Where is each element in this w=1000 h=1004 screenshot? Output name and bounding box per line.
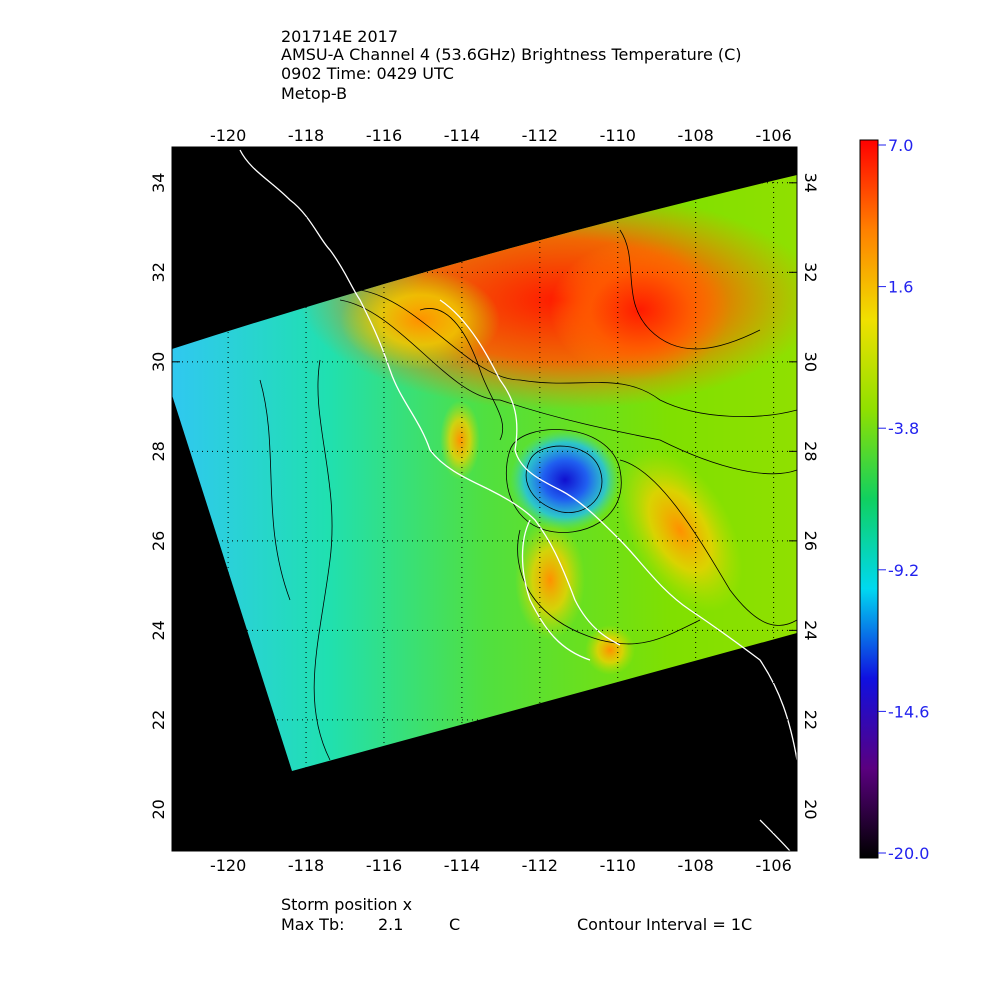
- header-line: 0902 Time: 0429 UTC: [281, 64, 454, 83]
- contour-interval: Contour Interval = 1C: [577, 915, 752, 934]
- lon-label: -108: [678, 126, 714, 145]
- lon-label: -114: [444, 856, 480, 875]
- lat-label: 20: [801, 799, 820, 819]
- lat-label: 24: [149, 620, 168, 640]
- lat-label: 22: [801, 710, 820, 730]
- max-value: 2.1: [378, 915, 403, 934]
- lon-label: -118: [288, 856, 324, 875]
- lat-label: 28: [801, 441, 820, 461]
- lat-label: 30: [801, 352, 820, 372]
- colorbar-label: -20.0: [888, 844, 929, 863]
- lon-label: -120: [210, 126, 246, 145]
- header-line: 201714E 2017: [281, 27, 398, 46]
- lon-label: -118: [288, 126, 324, 145]
- lat-label: 34: [801, 173, 820, 193]
- map-frame: [171, 146, 798, 852]
- colorbar-label: 1.6: [888, 278, 913, 297]
- lon-label: -106: [755, 856, 791, 875]
- colorbar-label: 7.0: [888, 136, 913, 155]
- lon-label: -116: [366, 126, 402, 145]
- lat-label: 20: [149, 799, 168, 819]
- lon-label: -106: [755, 126, 791, 145]
- lon-label: -116: [366, 856, 402, 875]
- lon-label: -110: [600, 126, 636, 145]
- colorbar-label: -9.2: [888, 561, 919, 580]
- lat-label: 26: [149, 531, 168, 551]
- lat-label: 24: [801, 620, 820, 640]
- lat-label: 22: [149, 710, 168, 730]
- header-line: Metop-B: [281, 84, 347, 103]
- colorbar-label: -3.8: [888, 419, 919, 438]
- lon-label: -112: [522, 856, 558, 875]
- grid: [172, 147, 797, 851]
- lat-label: 28: [149, 441, 168, 461]
- lat-label: 32: [801, 262, 820, 282]
- lon-label: -108: [678, 856, 714, 875]
- colorbar-label: -14.6: [888, 702, 929, 721]
- contours: [259, 229, 798, 761]
- colorbar: [859, 139, 879, 859]
- lat-label: 30: [149, 352, 168, 372]
- max-label: Max Tb:: [281, 915, 344, 934]
- lat-label: 26: [801, 531, 820, 551]
- max-unit: C: [449, 915, 460, 934]
- header-line: AMSU-A Channel 4 (53.6GHz) Brightness Te…: [281, 45, 742, 64]
- lat-label: 32: [149, 262, 168, 282]
- lon-label: -112: [522, 126, 558, 145]
- storm-position: Storm position x: [281, 895, 412, 914]
- coastline: [239, 149, 798, 852]
- lat-label: 34: [149, 173, 168, 193]
- footer: Storm position x Max Tb: 2.1 C Contour I…: [281, 895, 752, 934]
- lon-label: -120: [210, 856, 246, 875]
- lon-label: -114: [444, 126, 480, 145]
- lon-label: -110: [600, 856, 636, 875]
- header: 201714E 2017 AMSU-A Channel 4 (53.6GHz) …: [281, 27, 742, 103]
